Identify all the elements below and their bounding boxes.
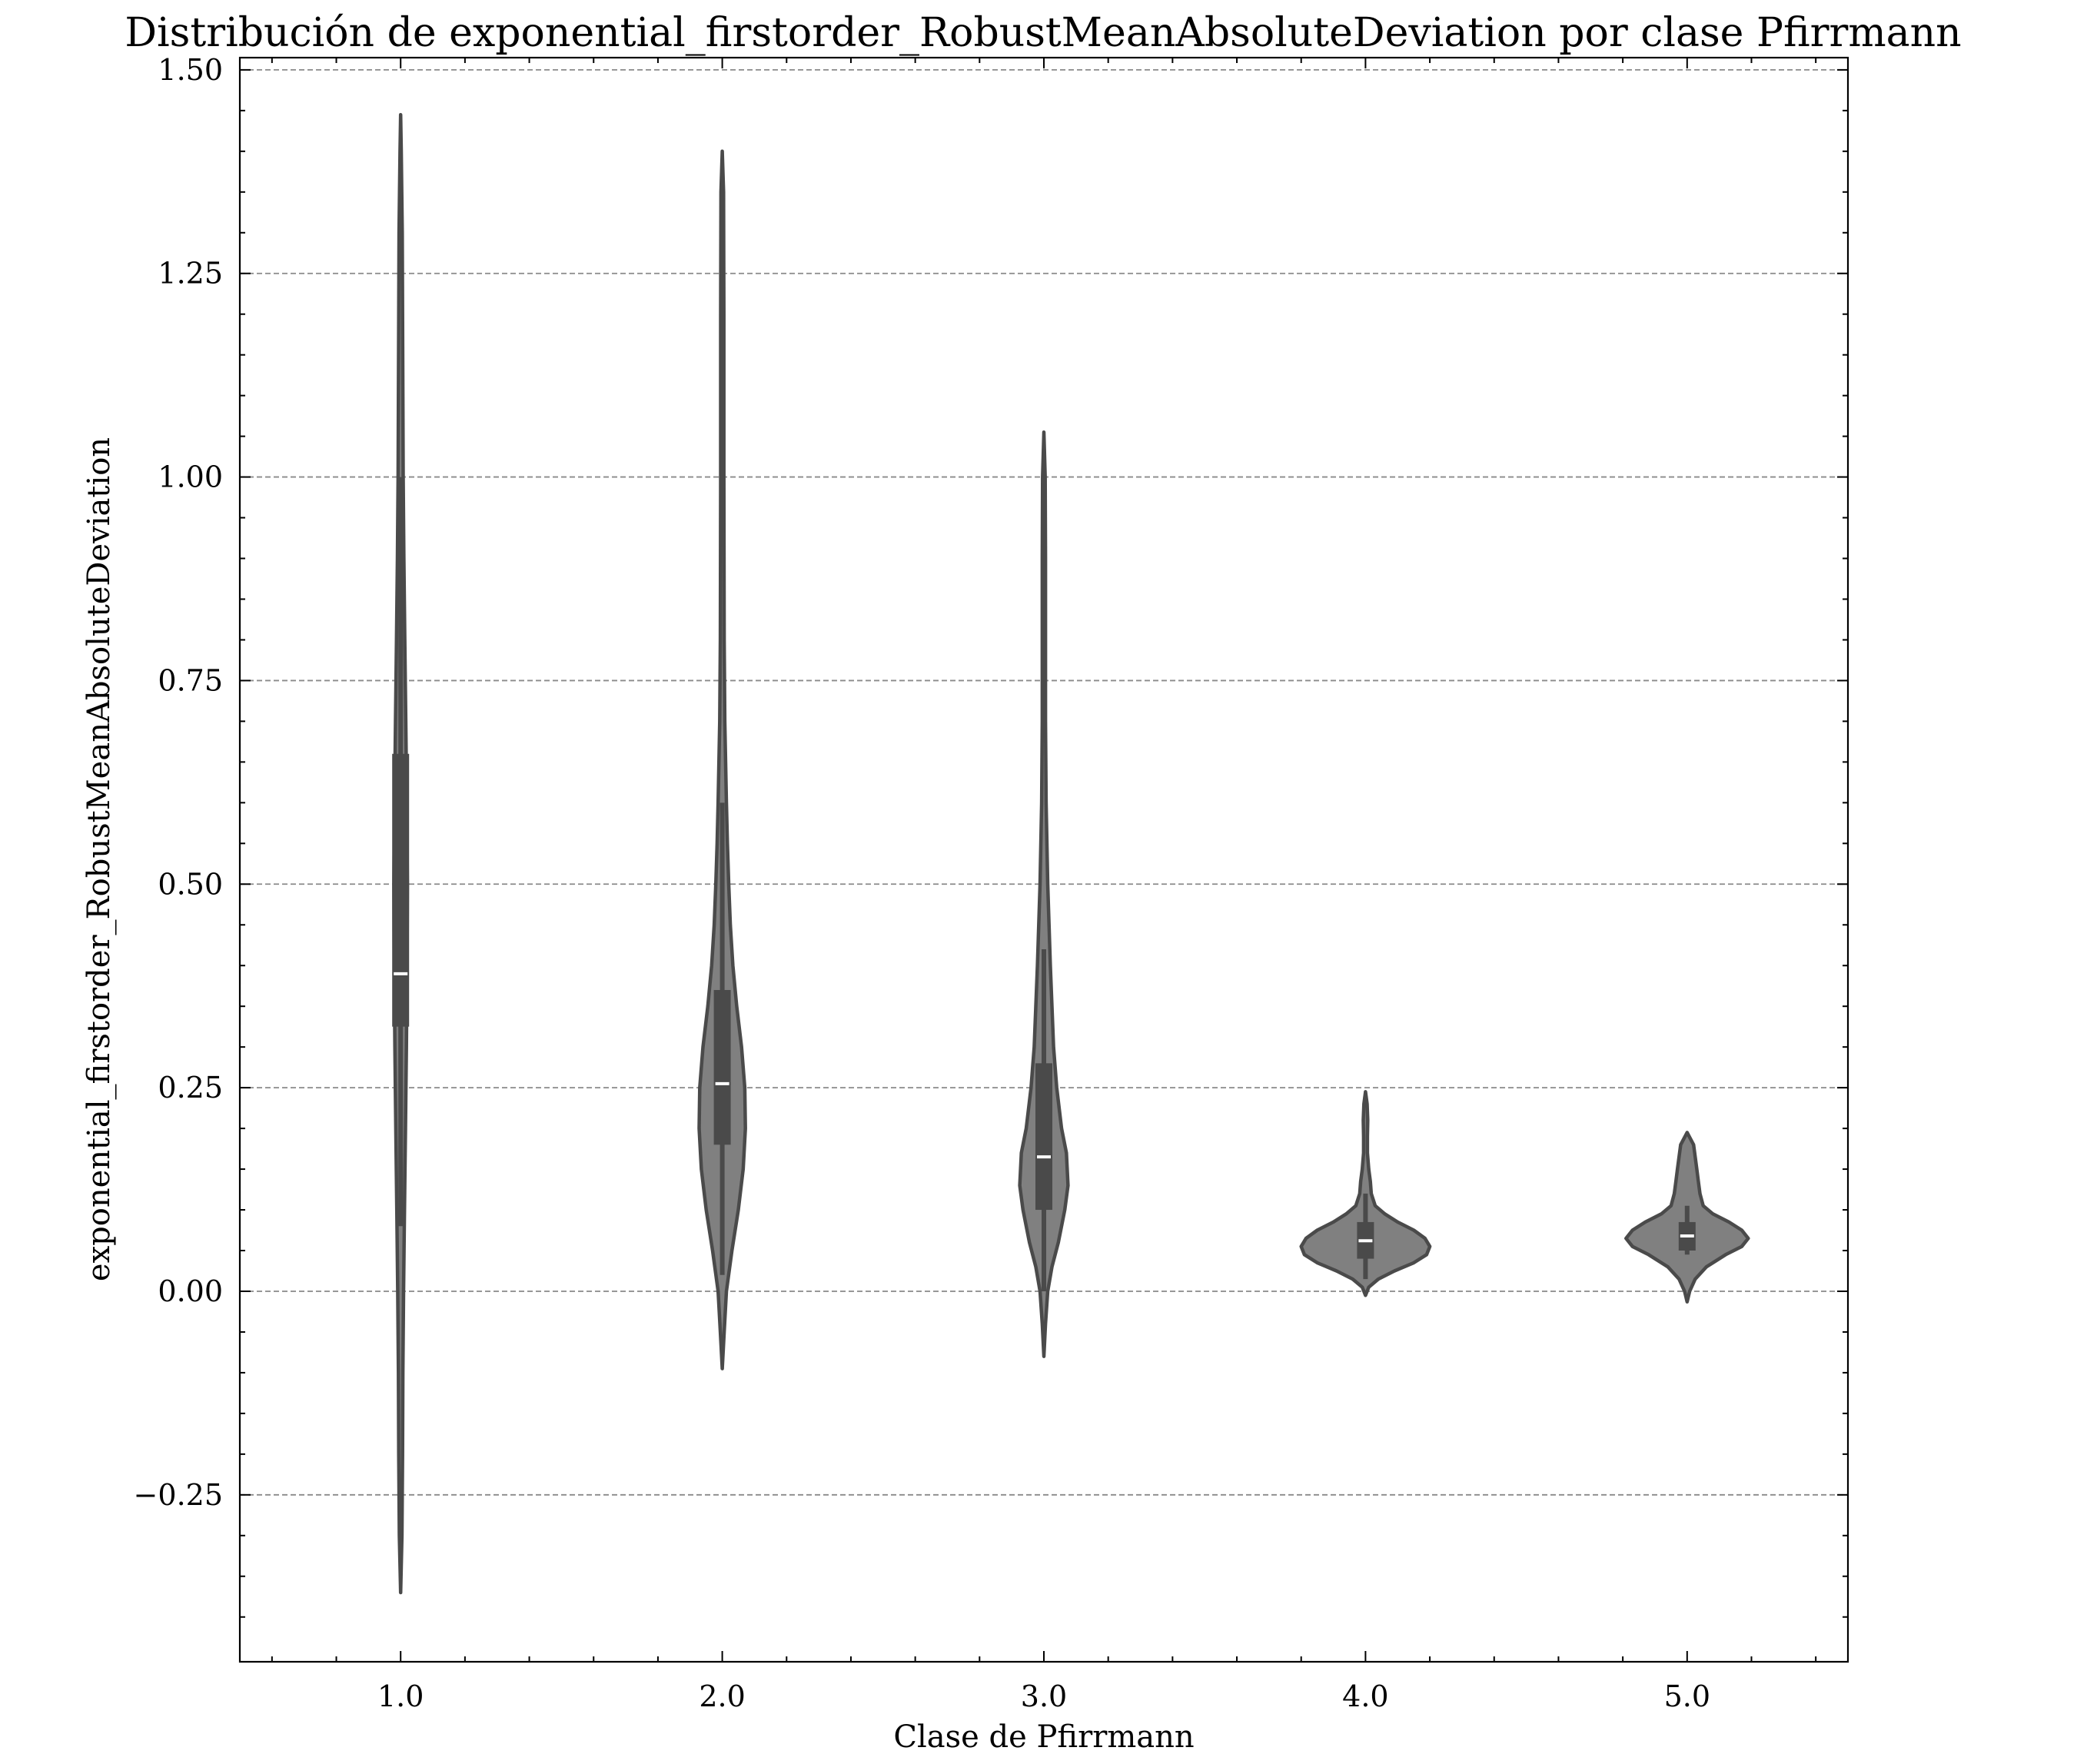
y-tick-labels: −0.25 0.00 0.25 0.50 0.75 1.00 1.25 1.50 <box>134 53 223 1512</box>
violin-body <box>697 149 747 1370</box>
violin-body <box>1018 430 1070 1358</box>
violin-body <box>1299 1090 1432 1297</box>
violin-iqr-box <box>1035 1063 1052 1211</box>
y-tick-label: 0.00 <box>158 1274 223 1308</box>
axis-ticks <box>240 58 1848 1662</box>
x-tick-label: 5.0 <box>1664 1679 1710 1713</box>
violins <box>392 112 1750 1595</box>
x-tick-label: 3.0 <box>1021 1679 1067 1713</box>
y-tick-label: 1.00 <box>158 460 223 494</box>
y-tick-label: 0.50 <box>158 867 223 901</box>
x-axis-label: Clase de Pfirrmann <box>893 1719 1194 1755</box>
y-axis-label: exponential_firstorder_RobustMeanAbsolut… <box>81 437 117 1281</box>
x-tick-labels: 1.0 2.0 3.0 4.0 5.0 <box>377 1679 1710 1713</box>
violin-iqr-box <box>713 990 731 1145</box>
y-tick-label: −0.25 <box>134 1478 223 1512</box>
x-tick-label: 4.0 <box>1342 1679 1388 1713</box>
y-tick-label: 1.25 <box>158 257 223 291</box>
y-tick-label: 0.75 <box>158 663 223 697</box>
y-tick-label: 1.50 <box>158 53 223 87</box>
violin-iqr-box <box>392 753 410 1027</box>
x-tick-label: 2.0 <box>699 1679 745 1713</box>
chart-title: Distribución de exponential_firstorder_R… <box>125 10 1961 56</box>
x-tick-label: 1.0 <box>377 1679 424 1713</box>
y-tick-label: 0.25 <box>158 1071 223 1105</box>
